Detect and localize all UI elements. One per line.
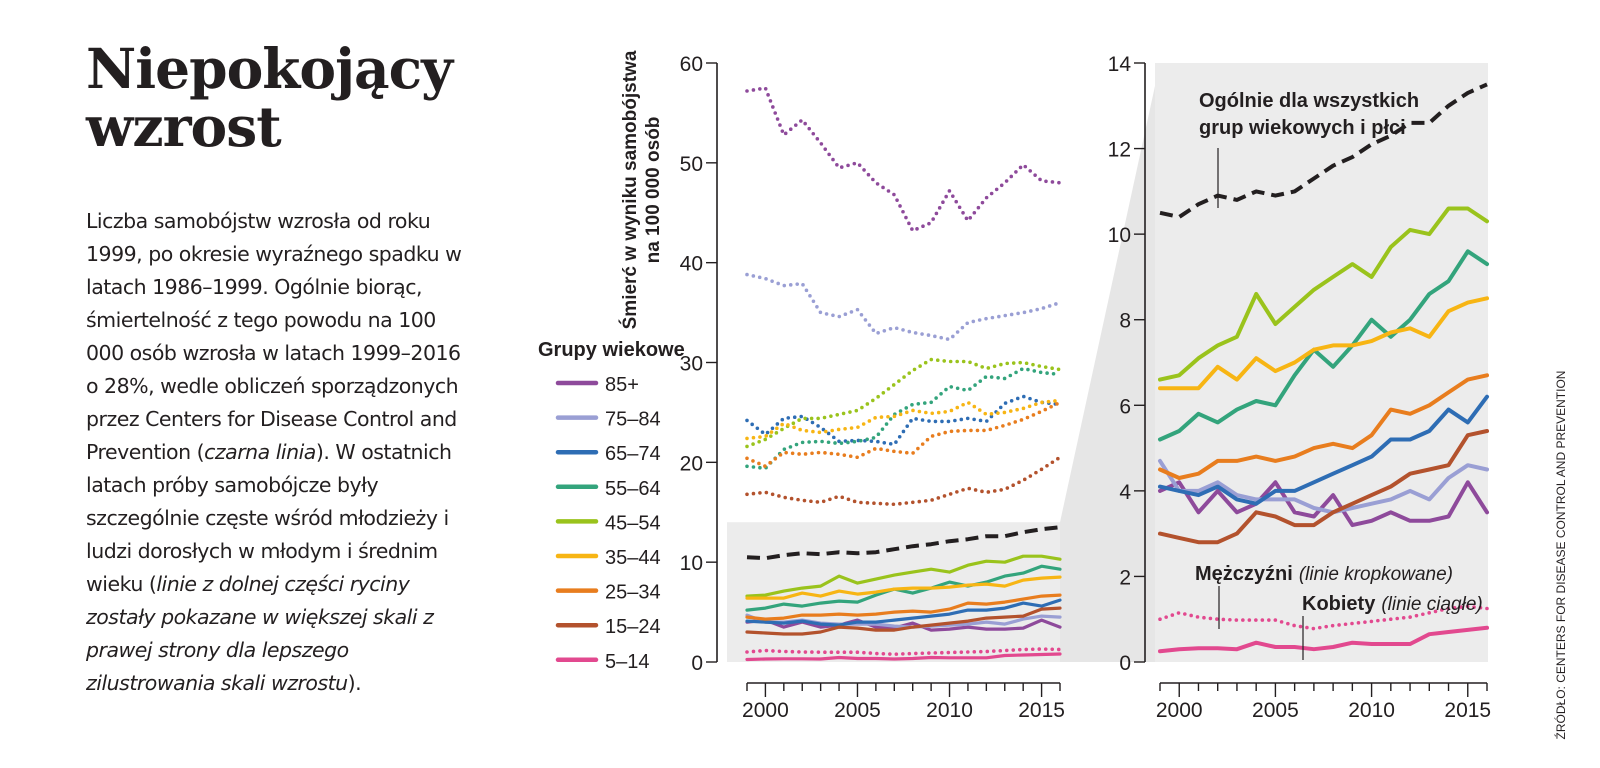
right-x-tick-label: 2010	[1348, 699, 1395, 722]
annotation-women-italic: (linie ciągłe)	[1381, 594, 1482, 615]
paragraph-part-italic: czarna linia	[204, 440, 316, 464]
left-y-tick-label: 40	[680, 253, 703, 276]
right-female-line-5–14	[1158, 625, 1489, 654]
annotation-women-bold: Kobiety	[1302, 593, 1376, 615]
right-female-line-25–34	[1158, 373, 1489, 480]
paragraph-part: Liczba samobójstw wzrosła od roku 1999, …	[86, 209, 462, 464]
right-female-line-15–24	[1158, 429, 1489, 545]
left-y-tick-label: 10	[680, 552, 703, 575]
y-axis-label-line-2: na 100 000 osób	[643, 117, 664, 264]
article-paragraph: Liczba samobójstw wzrosła od roku 1999, …	[86, 172, 466, 700]
paragraph-part: ).	[347, 671, 362, 695]
left-x-tick-label: 2005	[834, 699, 881, 722]
annotation-men-bold: Mężczyźni	[1195, 563, 1293, 585]
right-female-line-85+	[1158, 480, 1489, 528]
right-x-tick-label: 2005	[1252, 699, 1299, 722]
annotations: Ogólnie dla wszystkich grup wiekowych i …	[1195, 90, 1483, 660]
left-female-line-5–14	[745, 652, 1062, 662]
right-y-tick-label: 8	[1119, 310, 1131, 333]
left-female-line-15–24	[745, 606, 1062, 636]
y-axis-label: Śmierć w wyniku samobójstwa na 100 000 o…	[619, 50, 664, 329]
legend-label-55–64: 55–64	[605, 478, 661, 500]
left-x-tick-label: 2015	[1018, 699, 1065, 722]
left-y-tick-label: 20	[680, 452, 703, 475]
right-y-tick-label: 10	[1108, 224, 1131, 247]
right-female-line-45–54	[1158, 206, 1489, 382]
left-x-tick-label: 2000	[742, 699, 789, 722]
right-y-tick-label: 0	[1119, 652, 1131, 675]
legend-label-65–74: 65–74	[605, 443, 661, 465]
left-y-tick-label: 30	[680, 353, 703, 376]
paragraph-part: ). W ostatnich latach próby samobójcze b…	[86, 440, 452, 596]
paragraph-text: Liczba samobójstw wzrosła od roku 1999, …	[86, 172, 466, 700]
left-male-line-15–24	[745, 455, 1062, 507]
left-male-line-35–44	[745, 398, 1062, 441]
right-y-tick-label: 6	[1119, 395, 1131, 418]
page-title: Niepokojący wzrost	[86, 36, 453, 159]
left-y-tick-label: 50	[680, 153, 703, 176]
legend-label-15–24: 15–24	[605, 616, 661, 638]
left-chart: 0 10 20 30 40 50 60 2000 2005 2010 2015	[680, 53, 1065, 722]
legend-label-45–54: 45–54	[605, 512, 661, 534]
zoom-region-right	[1155, 63, 1488, 662]
left-y-tick-label: 0	[691, 652, 703, 675]
right-female-line-35–44	[1158, 296, 1489, 391]
left-y-tick-label: 60	[680, 53, 703, 76]
legend-label-75–84: 75–84	[605, 409, 661, 431]
annotation-overall-line-2: grup wiekowych i płci	[1199, 117, 1406, 139]
right-overall-line	[1159, 82, 1488, 219]
right-y-tick-label: 2	[1119, 566, 1131, 589]
legend-label-35–44: 35–44	[605, 547, 661, 569]
paragraph-part-italic: linie z dolnej części ryciny zostały pok…	[86, 572, 434, 695]
source-note: ŹRÓDŁO: CENTERS FOR DISEASE CONTROL AND …	[1553, 371, 1568, 740]
right-y-tick-label: 4	[1119, 481, 1131, 504]
legend-label-5–14: 5–14	[605, 651, 650, 673]
right-chart: 0 2 4 6 8 10 12 14 2000 2005 2010 2015	[1108, 53, 1491, 722]
legend-label-85+: 85+	[605, 374, 639, 396]
right-female-line-75–84	[1158, 458, 1489, 515]
right-female-line-55–64	[1158, 249, 1489, 442]
left-overall-line	[746, 525, 1061, 561]
zoom-connector	[1060, 63, 1160, 662]
left-x-tick-label: 2010	[926, 699, 973, 722]
annotation-men-italic: (linie kropkowane)	[1299, 564, 1453, 585]
right-y-tick-label: 12	[1108, 139, 1131, 162]
left-female-line-55–64	[745, 564, 1062, 612]
left-male-line-5–14	[745, 647, 1062, 656]
left-female-line-25–34	[745, 593, 1062, 621]
left-male-line-85+	[745, 86, 1062, 233]
left-male-line-65–74	[745, 394, 1062, 447]
legend-label-25–34: 25–34	[605, 582, 661, 604]
left-male-line-45–54	[745, 357, 1062, 449]
annotation-men: Mężczyźni (linie kropkowane)	[1195, 563, 1453, 585]
zoom-connector-background	[727, 63, 1488, 662]
left-male-line-75–84	[745, 272, 1062, 342]
annotation-overall-line-1: Ogólnie dla wszystkich	[1199, 90, 1419, 112]
y-axis-label-line-1: Śmierć w wyniku samobójstwa	[619, 50, 641, 329]
left-female-line-35–44	[745, 575, 1062, 600]
right-x-tick-label: 2015	[1444, 699, 1491, 722]
annotation-women: Kobiety (linie ciągłe)	[1302, 593, 1483, 615]
right-x-tick-label: 2000	[1156, 699, 1203, 722]
left-female-line-45–54	[745, 554, 1062, 598]
right-female-line-65–74	[1158, 394, 1489, 506]
left-male-line-25–34	[745, 400, 1062, 469]
legend-title: Grupy wiekowe	[538, 339, 685, 361]
left-female-line-65–74	[745, 598, 1062, 627]
right-y-tick-label: 14	[1108, 53, 1132, 76]
legend: Grupy wiekowe 85+ 75–84 65–74 55–64 45–54 35–…	[538, 339, 685, 673]
